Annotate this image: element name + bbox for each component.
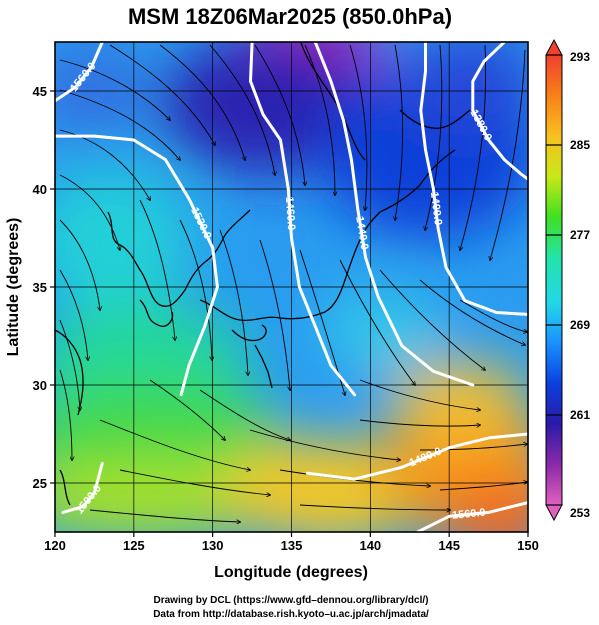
y-tick-label: 45 [33,84,47,99]
contour-line [305,432,528,481]
colorbar-scale [545,54,563,506]
credit-drawing: Drawing by DCL (https://www.gfd–dennou.o… [153,595,428,606]
y-tick-label: 40 [33,182,47,197]
contour-line [416,501,528,532]
x-tick-label: 120 [44,538,66,553]
streamlines [59,44,527,522]
y-tick-label: 25 [33,476,47,491]
x-axis: 120 125 130 135 140 145 150 [44,532,539,553]
x-tick-label: 130 [202,538,224,553]
y-axis: 25 30 35 40 45 [33,84,55,491]
x-tick-label: 150 [517,538,539,553]
colorbar-tick-label: 285 [570,138,590,152]
x-tick-label: 125 [123,538,145,553]
x-tick-label: 145 [438,538,460,553]
colorbar-tick-label: 269 [570,318,590,332]
contour-line [471,42,528,181]
colorbar-max-arrow [545,38,563,56]
colorbar-tick-label: 253 [570,506,590,520]
contour-line [55,134,219,397]
x-tick-label: 140 [359,538,381,553]
colorbar-tick-label: 261 [570,408,590,422]
x-tick-label: 135 [281,538,303,553]
chart-title: MSM 18Z06Mar2025 (850.0hPa) [128,4,452,29]
colorbar: 293 285 277 269 261 253 [545,38,590,522]
contour-line [313,42,475,387]
temperature-field [55,42,528,532]
contour-line [55,42,104,103]
y-axis-label: Latitude (degrees) [5,218,22,357]
contour-label: 1400.0 [428,191,444,226]
colorbar-tick-label: 277 [570,228,590,242]
lat-lon-grid [55,42,528,532]
contour-line [61,461,104,514]
contour-line [419,42,528,316]
credit-data: Data from http://database.rish.kyoto–u.a… [153,609,429,620]
contour-label: 1460.0 [283,196,297,230]
contour-line [249,42,357,397]
contour-label: 1440.0 [353,215,370,250]
contour-label: 1560.0 [452,507,487,522]
y-tick-label: 35 [33,280,47,295]
x-axis-label: Longitude (degrees) [214,564,368,581]
colorbar-tick-label: 293 [570,50,590,64]
y-tick-label: 30 [33,378,47,393]
colorbar-min-arrow [545,504,563,522]
